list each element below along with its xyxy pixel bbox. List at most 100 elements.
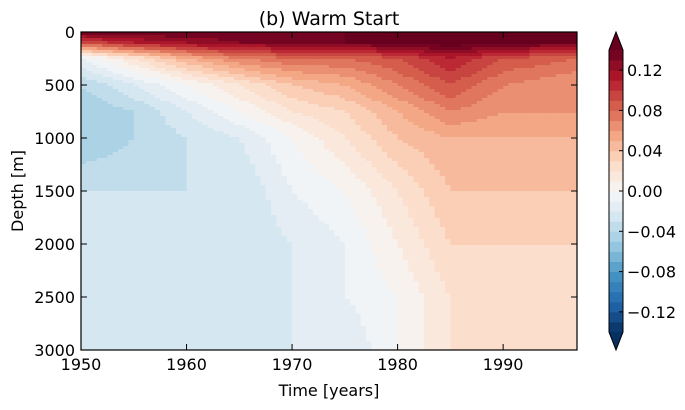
heatmap-cell	[518, 188, 525, 192]
heatmap-cell	[107, 38, 114, 42]
heatmap-cell	[350, 170, 356, 174]
heatmap-cell	[191, 35, 198, 39]
heatmap-cell	[534, 173, 541, 177]
heatmap-cell	[165, 188, 172, 192]
heatmap-cell	[276, 158, 283, 162]
heatmap-cell	[223, 101, 230, 105]
heatmap-cell	[249, 173, 256, 177]
heatmap-cell	[81, 104, 87, 108]
heatmap-cell	[223, 176, 230, 180]
heatmap-cell	[365, 80, 372, 84]
heatmap-cell	[181, 155, 188, 159]
heatmap-cell	[487, 50, 494, 54]
heatmap-cell	[133, 116, 140, 120]
heatmap-cell	[387, 74, 393, 78]
heatmap-cell	[292, 101, 298, 105]
heatmap-cell	[239, 80, 246, 84]
heatmap-cell	[170, 161, 177, 165]
heatmap-cell	[228, 80, 235, 84]
heatmap-cell	[318, 164, 325, 168]
heatmap-cell	[239, 164, 246, 168]
heatmap-cell	[128, 83, 135, 87]
heatmap-cell	[376, 140, 383, 144]
heatmap-cell	[234, 83, 240, 87]
heatmap-cell	[181, 170, 188, 174]
heatmap-cell	[265, 152, 272, 156]
heatmap-cell	[255, 38, 262, 42]
heatmap-cell	[307, 83, 314, 87]
heatmap-cell	[381, 98, 388, 102]
heatmap-cell	[249, 122, 256, 126]
heatmap-cell	[344, 110, 351, 114]
heatmap-cell	[255, 113, 262, 117]
heatmap-cell	[487, 44, 494, 48]
heatmap-cell	[365, 77, 372, 81]
heatmap-cell	[402, 77, 409, 81]
heatmap-cell	[418, 143, 425, 147]
heatmap-cell	[561, 65, 568, 69]
heatmap-cell	[318, 128, 325, 132]
heatmap-cell	[350, 98, 356, 102]
heatmap-cell	[334, 56, 341, 60]
heatmap-cell	[139, 62, 145, 66]
heatmap-cell	[202, 176, 209, 180]
heatmap-cell	[265, 53, 272, 57]
heatmap-cell	[334, 38, 341, 42]
heatmap-cell	[455, 86, 462, 90]
heatmap-cell	[191, 164, 198, 168]
heatmap-cell	[223, 71, 230, 75]
heatmap-cell	[566, 137, 573, 141]
heatmap-cell	[497, 164, 504, 168]
heatmap-cell	[413, 92, 420, 96]
heatmap-cell	[471, 101, 478, 105]
heatmap-cell	[175, 107, 182, 111]
heatmap-cell	[81, 155, 87, 159]
heatmap-cell	[191, 38, 198, 42]
heatmap-cell	[234, 128, 240, 132]
heatmap-cell	[518, 185, 525, 189]
heatmap-cell	[102, 110, 108, 114]
heatmap-cell	[545, 167, 552, 171]
heatmap-cell	[112, 38, 119, 42]
heatmap-cell	[286, 50, 293, 54]
heatmap-cell	[503, 110, 510, 114]
heatmap-cell	[518, 104, 525, 108]
heatmap-cell	[418, 119, 425, 123]
heatmap-cell	[334, 122, 341, 126]
heatmap-cell	[107, 182, 114, 186]
heatmap-cell	[497, 74, 504, 78]
heatmap-cell	[112, 92, 119, 96]
heatmap-cell	[508, 32, 515, 36]
heatmap-cell	[445, 104, 451, 108]
heatmap-cell	[186, 158, 193, 162]
heatmap-cell	[313, 137, 320, 141]
heatmap-cell	[107, 164, 114, 168]
heatmap-cell	[445, 155, 451, 159]
heatmap-cell	[423, 179, 430, 183]
heatmap-cell	[133, 56, 140, 60]
heatmap-cell	[249, 77, 256, 81]
heatmap-cell	[466, 32, 473, 36]
heatmap-cell	[197, 188, 203, 192]
heatmap-cell	[318, 77, 325, 81]
heatmap-cell	[260, 185, 267, 189]
heatmap-cell	[212, 62, 219, 66]
heatmap-cell	[160, 44, 167, 48]
heatmap-cell	[270, 107, 277, 111]
heatmap-cell	[371, 173, 378, 177]
heatmap-cell	[307, 53, 314, 57]
heatmap-cell	[96, 59, 103, 63]
heatmap-cell	[524, 74, 531, 78]
heatmap-cell	[307, 176, 314, 180]
heatmap-cell	[96, 110, 103, 114]
heatmap-cell	[381, 113, 388, 117]
heatmap-cell	[107, 92, 114, 96]
heatmap-cell	[423, 92, 430, 96]
heatmap-cell	[313, 125, 320, 129]
heatmap-cell	[117, 188, 124, 192]
heatmap-cell	[423, 83, 430, 87]
heatmap-cell	[545, 149, 552, 153]
heatmap-cell	[329, 149, 335, 153]
heatmap-cell	[307, 122, 314, 126]
heatmap-cell	[508, 167, 515, 171]
